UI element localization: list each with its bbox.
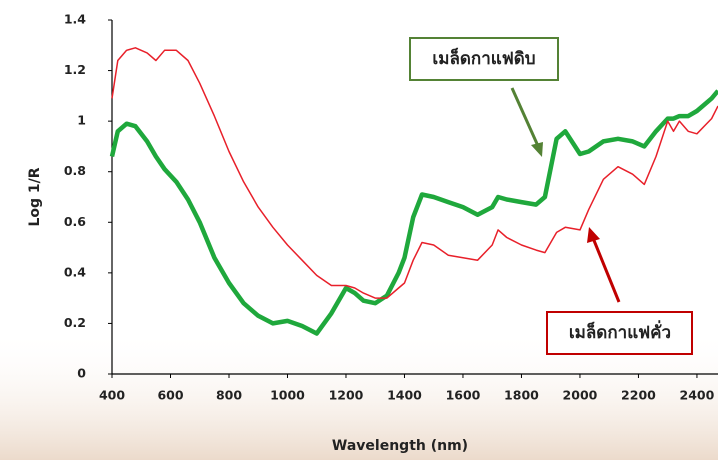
- annotation-box: [409, 37, 559, 81]
- y-tick-label: 0.4: [64, 264, 86, 279]
- y-tick-label: 0.2: [64, 315, 86, 330]
- x-tick-label: 1000: [270, 388, 305, 403]
- y-tick-label: 1.2: [64, 62, 86, 77]
- x-tick-label: 2000: [563, 388, 598, 403]
- plot: [109, 47, 718, 336]
- arrow: [591, 237, 621, 303]
- x-tick-label: 2200: [621, 388, 656, 403]
- x-tick-label: 1800: [504, 388, 539, 403]
- x-tick-label: 1400: [387, 388, 422, 403]
- annotation-box: [546, 311, 693, 355]
- x-tick-label: 800: [216, 388, 242, 403]
- arrow-head: [587, 227, 600, 243]
- x-tick-label: 1600: [446, 388, 481, 403]
- y-tick-label: 1: [77, 113, 86, 128]
- annotation: เมล็ดกาแฟคั่ว: [569, 320, 671, 343]
- y-tick-label: 0.6: [64, 214, 86, 229]
- y-axis-label: Log 1/R: [27, 167, 43, 226]
- series-line: [111, 47, 718, 299]
- y-tick-label: 1.4: [64, 12, 86, 27]
- annotation: เมล็ดกาแฟดิบ: [432, 46, 535, 69]
- y-tick-label: 0.8: [64, 163, 86, 178]
- x-tick-label: 2400: [680, 388, 715, 403]
- y-tick-label: 0: [77, 366, 86, 381]
- x-tick-label: 600: [157, 388, 183, 403]
- series-line: [109, 89, 718, 336]
- x-tick-label: 1200: [329, 388, 364, 403]
- annotations: เมล็ดกาแฟดิบ เมล็ดกาแฟคั่ว: [409, 37, 693, 355]
- arrow: [510, 87, 540, 147]
- x-tick-label: 400: [99, 388, 125, 403]
- arrow-head: [531, 142, 543, 157]
- x-axis-label: Wavelength (nm): [332, 438, 468, 454]
